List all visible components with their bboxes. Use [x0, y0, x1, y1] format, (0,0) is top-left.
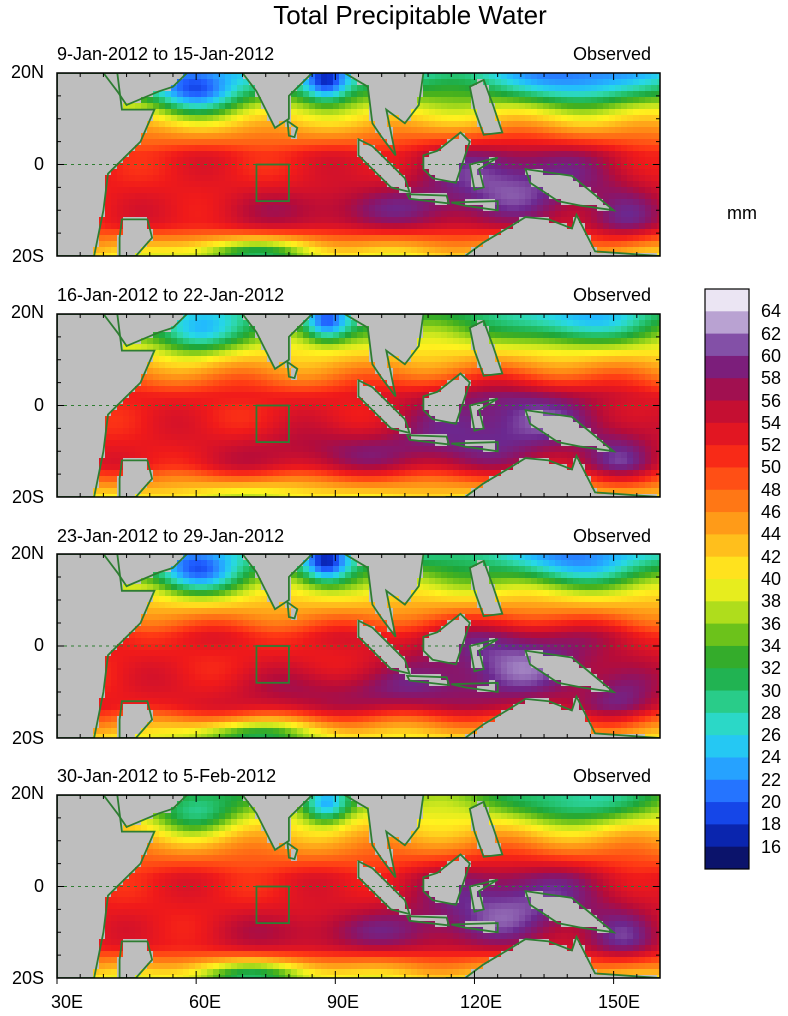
panel-2-observed-label: Observed: [573, 285, 652, 305]
index-region-box: [255, 885, 290, 924]
lon-label-150e: 150E: [597, 992, 641, 1012]
panel-4-period: 30-Jan-2012 to 5-Feb-2012: [57, 766, 277, 786]
precipitable-water-field: [57, 73, 660, 256]
colorbar-tick-label: 50: [761, 457, 782, 478]
colorbar-swatch: [705, 422, 749, 446]
colorbar: [704, 288, 750, 870]
panel-4-observed-label: Observed: [573, 766, 652, 786]
colorbar-tick-label: 58: [761, 368, 782, 389]
colorbar-swatch: [705, 846, 749, 870]
colorbar-tick-label: 34: [761, 635, 782, 656]
colorbar-tick-label: 24: [761, 747, 782, 768]
colorbar-tick-label: 64: [761, 301, 782, 322]
lon-label-120e: 120E: [459, 992, 503, 1012]
lon-label-30e: 30E: [50, 992, 84, 1012]
colorbar-tick-label: 36: [761, 613, 782, 634]
index-region-box: [255, 645, 290, 684]
lat-label-0: 0: [33, 635, 44, 655]
colorbar-swatch: [705, 445, 749, 468]
lat-label-0: 0: [33, 395, 44, 415]
index-region-box: [255, 404, 290, 443]
colorbar-tick-label: 38: [761, 591, 782, 612]
lon-label-90e: 90E: [326, 992, 360, 1012]
colorbar-swatch: [705, 467, 749, 491]
colorbar-unit: mm: [727, 203, 757, 223]
map-panel-2: [56, 313, 661, 498]
figure-title: Total Precipitable Water: [273, 0, 547, 30]
lat-label-0: 0: [33, 154, 44, 174]
colorbar-tick-label: 42: [761, 546, 782, 567]
colorbar-tick-label: 22: [761, 769, 782, 790]
colorbar-swatch: [705, 400, 749, 424]
colorbar-frame: [704, 288, 750, 870]
panel-3-period: 23-Jan-2012 to 29-Jan-2012: [57, 526, 285, 546]
colorbar-swatch: [705, 623, 749, 647]
colorbar-swatch: [705, 289, 749, 312]
precipitable-water-field: [57, 554, 660, 738]
colorbar-tick-label: 20: [761, 792, 782, 813]
colorbar-swatch: [705, 534, 749, 558]
colorbar-tick-label: 52: [761, 435, 782, 456]
colorbar-swatch: [705, 333, 749, 357]
colorbar-swatch: [705, 556, 749, 580]
colorbar-tick-label: 32: [761, 658, 782, 679]
lat-label-20s: 20S: [11, 968, 44, 988]
colorbar-tick-label: 18: [761, 814, 782, 835]
lat-label-20n: 20N: [10, 302, 44, 322]
colorbar-tick-label: 46: [761, 502, 782, 523]
lat-label-0: 0: [33, 876, 44, 896]
colorbar-tick-label: 48: [761, 479, 782, 500]
colorbar-tick-label: 28: [761, 702, 782, 723]
coastlines: [57, 314, 660, 497]
index-region-box: [255, 163, 290, 202]
colorbar-swatch: [705, 579, 749, 602]
panel-1-observed-label: Observed: [573, 44, 652, 64]
coastlines: [57, 73, 660, 256]
colorbar-swatch: [705, 824, 749, 848]
colorbar-swatch: [705, 712, 749, 736]
lat-label-20n: 20N: [10, 783, 44, 803]
colorbar-swatch: [705, 802, 749, 825]
coastlines: [57, 795, 660, 978]
map-panel-3: [56, 553, 661, 739]
lat-label-20s: 20S: [11, 246, 44, 266]
panel-2-period: 16-Jan-2012 to 22-Jan-2012: [57, 285, 285, 305]
panel-3-observed-label: Observed: [573, 526, 652, 546]
colorbar-tick-label: 44: [761, 524, 782, 545]
colorbar-tick-label: 56: [761, 390, 782, 411]
colorbar-tick-label: 16: [761, 836, 782, 857]
lat-label-20n: 20N: [10, 543, 44, 563]
map-panel-4: [56, 794, 661, 984]
lat-label-20s: 20S: [11, 728, 44, 748]
colorbar-swatch: [705, 645, 749, 669]
colorbar-swatch: [705, 355, 749, 379]
colorbar-swatch: [705, 757, 749, 781]
colorbar-swatch: [705, 489, 749, 513]
precipitable-water-field: [57, 314, 660, 497]
lat-label-20s: 20S: [11, 487, 44, 507]
colorbar-swatch: [705, 668, 749, 692]
lat-label-20n: 20N: [10, 62, 44, 82]
colorbar-tick-label: 40: [761, 569, 782, 589]
colorbar-swatch: [705, 690, 749, 714]
colorbar-tick-label: 26: [761, 725, 782, 746]
colorbar-tick-label: 54: [761, 412, 782, 433]
map-panel-1: [56, 72, 661, 257]
colorbar-swatch: [705, 779, 749, 803]
colorbar-swatch: [705, 735, 749, 758]
colorbar-tick-label: 60: [761, 345, 782, 366]
colorbar-swatch: [705, 378, 749, 402]
lon-label-60e: 60E: [188, 992, 222, 1012]
precipitable-water-field: [57, 795, 660, 978]
colorbar-swatch: [705, 512, 749, 535]
colorbar-tick-label: 62: [761, 323, 782, 344]
coastlines: [57, 554, 660, 738]
colorbar-swatch: [705, 601, 749, 625]
colorbar-tick-label: 30: [761, 680, 782, 701]
panel-1-period: 9-Jan-2012 to 15-Jan-2012: [57, 44, 275, 64]
colorbar-swatch: [705, 311, 749, 335]
